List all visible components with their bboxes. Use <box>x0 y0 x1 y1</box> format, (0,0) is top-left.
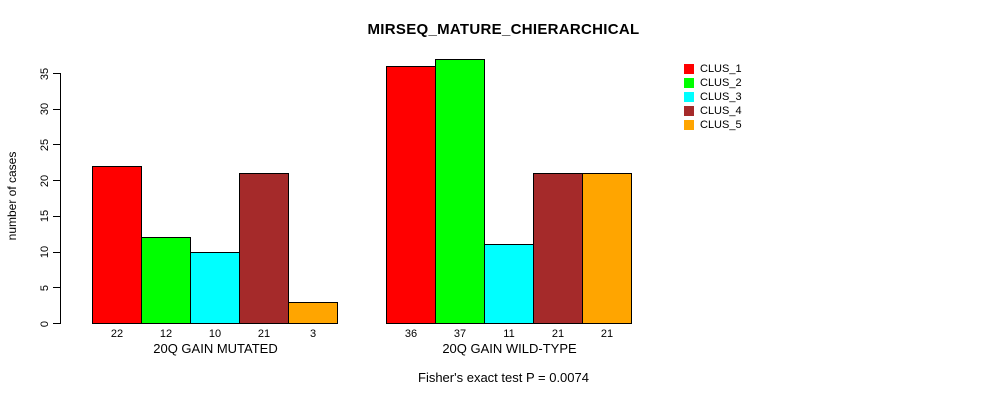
y-axis-label: number of cases <box>5 151 19 241</box>
y-tick-label: 15 <box>39 210 51 223</box>
legend-label: CLUS_1 <box>700 63 742 75</box>
bar-clus_4 <box>533 173 583 324</box>
x-group-label-mutated: 20Q GAIN MUTATED <box>153 341 278 356</box>
bar-value-label: 10 <box>208 328 222 340</box>
y-tick <box>53 73 60 74</box>
bar-clus_5 <box>582 173 632 324</box>
bar-value-label: 21 <box>600 328 614 340</box>
y-tick <box>53 180 60 182</box>
y-tick-label: 35 <box>39 67 51 80</box>
y-tick <box>53 144 60 146</box>
bar-value-label: 12 <box>159 328 173 340</box>
fisher-test-annotation: Fisher's exact test P = 0.0074 <box>418 370 589 385</box>
bar-clus_1 <box>92 166 142 324</box>
bar-value-label: 22 <box>110 328 124 340</box>
bar-value-label: 36 <box>404 328 418 340</box>
y-tick-label: 25 <box>39 138 51 152</box>
bar-clus_2 <box>141 237 191 324</box>
legend-swatch-clus_1 <box>684 64 694 74</box>
x-group-label-wild-type: 20Q GAIN WILD-TYPE <box>442 341 577 356</box>
legend-label: CLUS_3 <box>700 91 742 103</box>
legend-label: CLUS_4 <box>700 105 742 117</box>
y-tick-label: 10 <box>39 245 51 259</box>
legend-label: CLUS_5 <box>700 119 742 131</box>
bar-clus_5 <box>288 302 338 324</box>
y-tick <box>53 287 60 289</box>
y-tick <box>53 323 60 324</box>
bar-clus_3 <box>484 244 534 324</box>
y-tick <box>53 215 60 217</box>
y-tick <box>53 251 60 253</box>
legend-swatch-clus_4 <box>684 106 694 116</box>
legend-swatch-clus_5 <box>684 120 694 130</box>
legend-swatch-clus_3 <box>684 92 694 102</box>
y-tick-label: 5 <box>39 284 51 291</box>
y-tick-label: 0 <box>39 320 51 327</box>
bar-clus_3 <box>190 252 240 324</box>
bar-value-label: 21 <box>551 328 565 340</box>
y-axis-line <box>60 73 61 324</box>
chart-title: MIRSEQ_MATURE_CHIERARCHICAL <box>367 21 640 38</box>
y-tick-label: 30 <box>39 103 51 116</box>
bar-value-label: 21 <box>257 328 271 340</box>
bar-clus_1 <box>386 66 436 324</box>
y-tick <box>53 108 60 110</box>
bar-clus_2 <box>435 59 485 324</box>
legend-swatch-clus_2 <box>684 78 694 88</box>
bar-value-label: 37 <box>453 328 467 340</box>
bar-value-label: 3 <box>309 328 317 340</box>
legend-label: CLUS_2 <box>700 77 742 89</box>
bar-clus_4 <box>239 173 289 324</box>
y-tick-label: 20 <box>39 174 51 187</box>
bar-value-label: 11 <box>503 328 515 340</box>
